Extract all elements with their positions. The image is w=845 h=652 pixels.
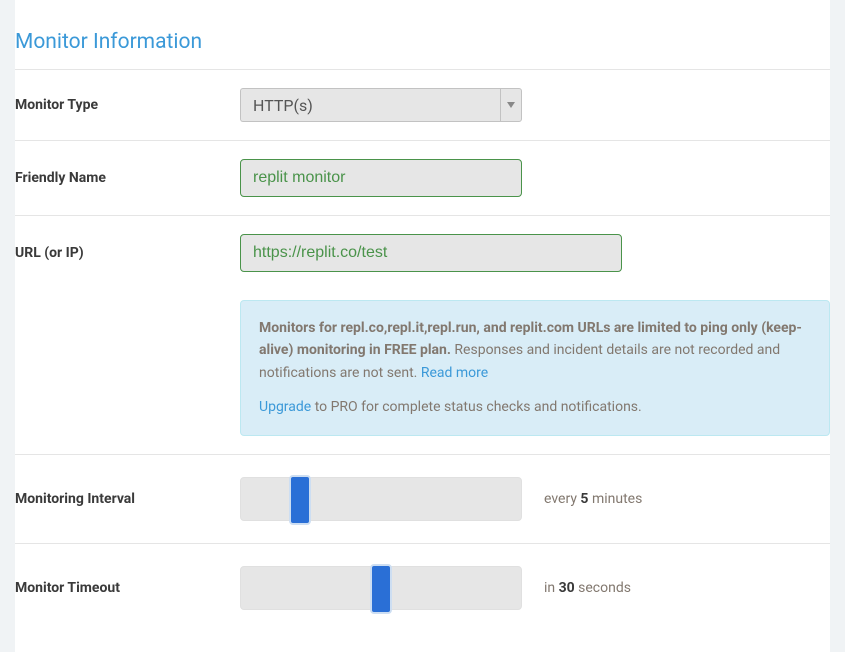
info-box: Monitors for repl.co,repl.it,repl.run, a…: [240, 300, 830, 436]
monitor-timeout-slider[interactable]: [240, 566, 522, 610]
info-box-row: Monitors for repl.co,repl.it,repl.run, a…: [15, 282, 830, 455]
monitoring-interval-label: Monitoring Interval: [15, 491, 240, 507]
upgrade-link[interactable]: Upgrade: [259, 399, 311, 415]
url-input[interactable]: [240, 234, 622, 272]
monitor-timeout-handle[interactable]: [370, 564, 392, 614]
upgrade-rest-text: to PRO for complete status checks and no…: [311, 399, 642, 415]
section-title: Monitor Information: [15, 0, 830, 69]
monitor-type-value: HTTP(s): [240, 88, 500, 122]
monitor-type-label: Monitor Type: [15, 97, 240, 113]
friendly-name-row: Friendly Name: [15, 141, 830, 216]
monitor-form-container: Monitor Information Monitor Type HTTP(s)…: [15, 0, 830, 652]
monitoring-interval-handle[interactable]: [289, 475, 311, 525]
url-row: URL (or IP): [15, 216, 830, 282]
read-more-link[interactable]: Read more: [421, 365, 488, 381]
monitoring-interval-row: Monitoring Interval every 5 minutes: [15, 455, 830, 544]
monitoring-interval-slider[interactable]: [240, 477, 522, 521]
monitor-timeout-row: Monitor Timeout in 30 seconds: [15, 544, 830, 632]
friendly-name-input[interactable]: [240, 159, 522, 197]
url-label: URL (or IP): [15, 245, 240, 261]
monitoring-interval-text: every 5 minutes: [544, 491, 642, 507]
monitor-type-select[interactable]: HTTP(s): [240, 88, 522, 122]
friendly-name-label: Friendly Name: [15, 170, 240, 186]
info-text-1: Monitors for repl.co,repl.it,repl.run, a…: [259, 317, 811, 384]
monitor-type-row: Monitor Type HTTP(s): [15, 70, 830, 141]
monitor-timeout-text: in 30 seconds: [544, 580, 631, 596]
monitor-timeout-label: Monitor Timeout: [15, 580, 240, 596]
info-text-2: Upgrade to PRO for complete status check…: [259, 396, 811, 418]
chevron-down-icon: [500, 88, 522, 122]
